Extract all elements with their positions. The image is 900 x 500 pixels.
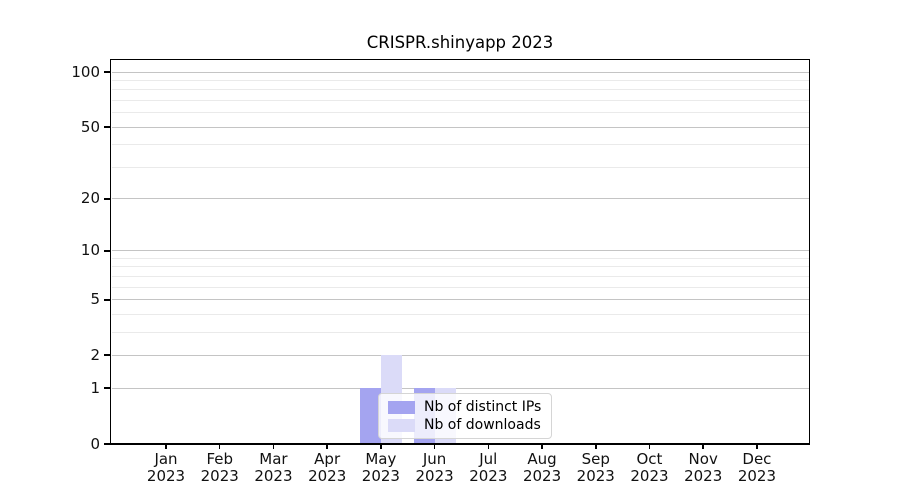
bar-distinct-ips-may (359, 388, 381, 444)
x-tick-mark (433, 444, 436, 449)
minor-gridline (111, 112, 809, 114)
x-tick-label: Dec 2023 (737, 450, 776, 485)
x-tick-label: Sep 2023 (576, 450, 615, 485)
minor-gridline (111, 266, 809, 268)
y-tick-label: 10 (80, 241, 100, 260)
x-tick-label: Mar 2023 (254, 450, 293, 485)
major-gridline (111, 354, 809, 356)
x-tick-mark (756, 444, 758, 449)
y-tick-label: 5 (90, 290, 100, 309)
legend-label-downloads: Nb of downloads (424, 417, 541, 433)
x-tick-label: Oct 2023 (630, 450, 669, 485)
x-tick-mark (487, 444, 490, 449)
minor-gridline (111, 331, 809, 333)
major-gridline (111, 299, 809, 301)
y-tick-mark (104, 443, 110, 445)
chart-title: CRISPR.shinyapp 2023 (366, 33, 554, 52)
x-axis-line (110, 443, 810, 445)
minor-gridline (111, 100, 809, 102)
y-tick-mark (104, 249, 110, 252)
minor-gridline (111, 258, 809, 259)
y-tick-label: 50 (80, 117, 100, 136)
y-tick-mark (104, 354, 110, 357)
x-tick-label: May 2023 (361, 450, 400, 485)
minor-gridline (111, 144, 809, 146)
legend-item-downloads: Nb of downloads (388, 417, 542, 433)
plot-border (110, 59, 810, 444)
y-tick-label: 20 (80, 189, 100, 208)
x-tick-mark (326, 444, 328, 449)
x-tick-mark (380, 444, 382, 449)
y-tick-mark (104, 197, 110, 200)
minor-gridline (111, 89, 809, 91)
y-tick-label: 1 (90, 378, 100, 397)
x-tick-mark (218, 444, 221, 449)
x-tick-label: Aug 2023 (522, 450, 562, 485)
legend-swatch-downloads (388, 418, 415, 432)
major-gridline (111, 198, 809, 200)
x-tick-mark (595, 444, 597, 449)
y-tick-mark (104, 298, 110, 301)
x-tick-label: Jan 2023 (146, 450, 186, 485)
minor-gridline (111, 80, 809, 82)
legend-swatch-distinct-ips (388, 400, 415, 414)
minor-gridline (111, 275, 809, 277)
legend-item-distinct-ips: Nb of distinct IPs (388, 399, 542, 415)
x-tick-mark (272, 444, 275, 449)
y-tick-mark (104, 387, 110, 390)
major-gridline (111, 71, 809, 73)
major-gridline (111, 250, 809, 252)
y-tick-mark (104, 126, 110, 129)
y-tick-label: 0 (90, 434, 100, 453)
y-tick-label: 2 (90, 345, 100, 364)
legend-label-distinct-ips: Nb of distinct IPs (424, 399, 542, 415)
major-gridline (111, 387, 809, 389)
x-tick-label: Jun 2023 (415, 450, 454, 485)
minor-gridline (111, 313, 809, 315)
minor-gridline (111, 166, 809, 168)
legend: Nb of distinct IPs Nb of downloads (378, 393, 552, 439)
y-tick-mark (104, 71, 110, 74)
y-tick-label: 100 (71, 62, 100, 81)
x-tick-label: Nov 2023 (684, 450, 723, 485)
x-tick-mark (165, 444, 167, 449)
x-tick-mark (648, 444, 651, 449)
x-tick-label: Jul 2023 (469, 450, 508, 485)
minor-gridline (111, 286, 809, 288)
x-tick-mark (541, 444, 543, 449)
x-tick-label: Apr 2023 (308, 450, 347, 485)
x-tick-mark (702, 444, 704, 449)
x-tick-label: Feb 2023 (200, 450, 239, 485)
major-gridline (111, 126, 809, 128)
